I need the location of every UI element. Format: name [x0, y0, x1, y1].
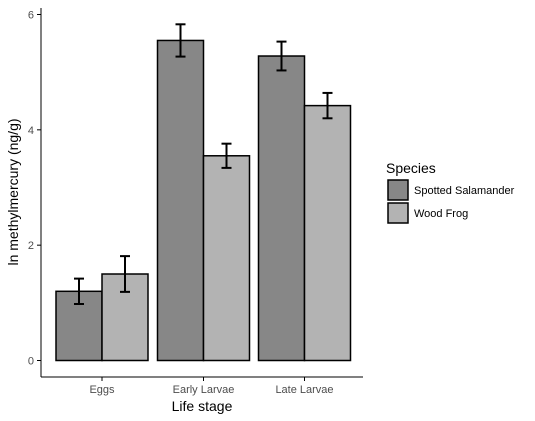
legend-items: Spotted Salamander Wood Frog [387, 179, 515, 224]
bar [202, 155, 251, 362]
legend-label: Spotted Salamander [414, 185, 515, 197]
bars [55, 39, 352, 362]
error-bars [74, 23, 333, 305]
bar [303, 104, 352, 362]
x-tick-label: Early Larvae [173, 384, 235, 396]
y-tick-label: 2 [28, 240, 34, 252]
bar [156, 39, 205, 362]
legend-label: Wood Frog [414, 208, 468, 220]
x-axis-title: Life stage [172, 398, 233, 414]
legend: Species Spotted Salamander Wood Frog [386, 160, 515, 224]
y-axis-title: ln methylmercury (ng/g) [5, 118, 21, 265]
y-ticks: 0 2 4 6 [28, 10, 41, 368]
legend-swatch [387, 179, 409, 201]
y-tick-label: 6 [28, 10, 34, 22]
y-tick-label: 0 [28, 356, 34, 368]
y-tick-label: 4 [28, 125, 34, 137]
bar [257, 55, 306, 362]
x-tick-label: Late Larvae [275, 384, 333, 396]
legend-swatch [387, 202, 409, 224]
x-tick-label: Eggs [89, 384, 115, 396]
legend-title: Species [386, 160, 436, 176]
x-ticks: Eggs Early Larvae Late Larvae [89, 377, 334, 396]
